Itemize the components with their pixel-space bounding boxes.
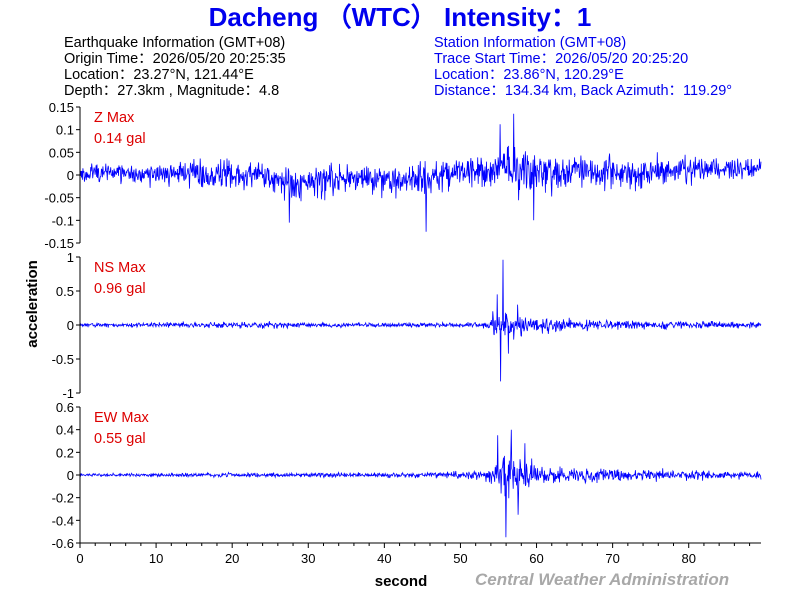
ns-max-label: NS Max [94,260,146,276]
x-tick-label: 80 [681,551,695,566]
earthquake-info: Earthquake Information (GMT+08) Origin T… [64,35,286,99]
station-distance: Distance：134.34 km, Back Azimuth：119.29° [434,83,733,99]
depth-magnitude: Depth：27.3km , Magnitude：4.8 [64,83,280,99]
x-tick-label: 20 [225,551,239,566]
ew-trace [79,429,762,538]
x-tick-label: 40 [377,551,391,566]
ew-y-tick-label: 0.2 [56,445,74,460]
ew-max-label: EW Max [94,410,150,426]
x-tick-label: 30 [301,551,315,566]
x-tick-label: 70 [605,551,619,566]
ew-y-tick-label: -0.2 [52,491,74,506]
station-location: Location：23.86°N, 120.29°E [434,67,624,83]
z-y-tick-label: 0.15 [49,100,74,115]
credit-text: Central Weather Administration [475,570,730,589]
chart-title: Dacheng （WTC） Intensity：1 [208,2,592,32]
ew-y-tick-label: 0.6 [56,400,74,415]
station-info: Station Information (GMT+08) Trace Start… [434,35,732,99]
ew-y-tick-label: 0 [67,468,74,483]
z-y-tick-label: -0.1 [52,213,74,228]
earthquake-info-heading: Earthquake Information (GMT+08) [64,35,286,51]
station-info-heading: Station Information (GMT+08) [434,35,627,51]
x-axis-label: second [375,573,428,590]
z-y-tick-label: 0.05 [49,145,74,160]
x-tick-label: 50 [453,551,467,566]
ns-trace [79,259,762,382]
ew-y-tick-label: 0.4 [56,423,74,438]
ns-max-value: 0.96 gal [94,281,146,297]
ns-y-tick-label: -1 [62,386,74,401]
ew-y-tick-label: -0.6 [52,536,74,551]
epicenter-location: Location：23.27°N, 121.44°E [64,67,254,83]
trace-start-time: Trace Start Time：2026/05/20 20:25:20 [434,51,689,67]
ns-y-tick-label: 0 [67,318,74,333]
x-tick-label: 60 [529,551,543,566]
z-y-tick-label: -0.15 [44,236,74,251]
ew-y-tick-label: -0.4 [52,513,74,528]
ns-y-tick-label: 0.5 [56,284,74,299]
x-tick-label: 0 [76,551,83,566]
z-y-tick-label: 0.1 [56,123,74,138]
ew-max-value: 0.55 gal [94,431,146,447]
z-trace [79,113,762,232]
z-y-tick-label: 0 [67,168,74,183]
ns-y-tick-label: -0.5 [52,352,74,367]
origin-time: Origin Time：2026/05/20 20:25:35 [64,51,286,67]
y-axis-label: acceleration [24,260,41,348]
z-max-value: 0.14 gal [94,131,146,147]
z-max-label: Z Max [94,110,135,126]
z-y-tick-label: -0.05 [44,191,74,206]
x-tick-label: 10 [149,551,163,566]
ns-y-tick-label: 1 [67,250,74,265]
